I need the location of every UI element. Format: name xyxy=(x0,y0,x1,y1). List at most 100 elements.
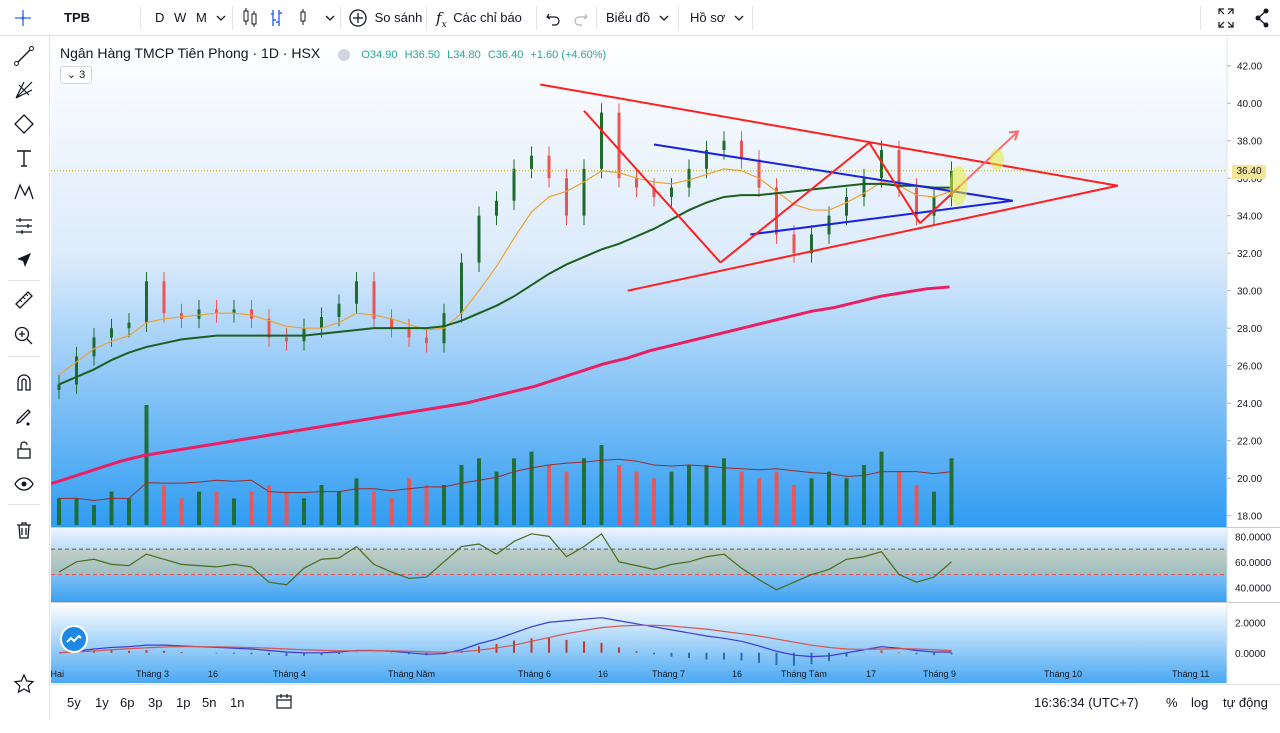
x-tick-label: 17 xyxy=(866,669,876,679)
candles-icon[interactable] xyxy=(242,0,258,36)
x-tick-label: Tháng 6 xyxy=(518,669,551,679)
shapes-tool-icon[interactable] xyxy=(10,110,38,138)
drawing-toolbar xyxy=(0,36,50,720)
chevron-down-icon[interactable] xyxy=(216,0,226,36)
date-range-icon[interactable] xyxy=(276,685,292,720)
volume-bar xyxy=(442,485,446,525)
log-toggle[interactable]: log xyxy=(1191,695,1209,710)
price-chart[interactable]: 18.0020.0022.0024.0026.0028.0030.0032.00… xyxy=(43,37,1280,683)
candle-body xyxy=(530,155,533,169)
triangle-upper-trendline xyxy=(540,83,1118,187)
x-tick-label: Tháng 7 xyxy=(652,669,685,679)
auto-scale-toggle[interactable]: tự động xyxy=(1223,695,1268,710)
range-1n[interactable]: 1n xyxy=(230,695,245,710)
indicators-collapse-button[interactable]: ⌄ 3 xyxy=(60,66,92,84)
stay-in-drawing-mode-icon[interactable] xyxy=(10,402,38,430)
y-tick-label: 40.00 xyxy=(1237,99,1262,110)
range-5y[interactable]: 5y xyxy=(67,695,81,710)
candle-body xyxy=(915,187,918,216)
crosshair-menu-icon[interactable] xyxy=(14,0,31,36)
tradingview-logo-icon[interactable] xyxy=(60,625,88,653)
ma-mid-line xyxy=(58,182,952,386)
candle-body xyxy=(495,200,498,216)
magnet-icon[interactable] xyxy=(10,368,38,396)
range-5n[interactable]: 5n xyxy=(202,695,217,710)
chart-menu-label: Biểu đồ xyxy=(606,10,651,25)
volume-bar xyxy=(722,458,726,525)
profile-menu-button[interactable]: Hồ sơ xyxy=(690,0,744,36)
range-1y[interactable]: 1y xyxy=(95,695,109,710)
lock-icon[interactable] xyxy=(10,436,38,464)
x-tick-label: 16 xyxy=(598,669,608,679)
x-tick-label: Tháng 3 xyxy=(136,669,169,679)
pattern-tool-icon[interactable] xyxy=(10,178,38,206)
undo-icon[interactable] xyxy=(546,0,560,36)
macd-signal-line xyxy=(58,624,952,654)
candle-body xyxy=(792,234,796,254)
chevron-down-icon[interactable] xyxy=(325,0,335,36)
volume-bar xyxy=(249,491,254,525)
trendline-tool-icon[interactable] xyxy=(10,42,38,70)
x-tick-label: Tháng 11 xyxy=(1172,669,1209,679)
compare-label: So sánh xyxy=(374,10,423,25)
cursor-arrow-icon[interactable] xyxy=(10,246,38,274)
wedge-lower-trendline xyxy=(750,199,1013,236)
candle-body xyxy=(880,150,883,179)
trash-icon[interactable] xyxy=(10,516,38,544)
chart-area[interactable]: 18.00 20.00 22.00 24.00 26.00 28.00 30.00 32.00… xyxy=(43,37,1280,683)
volume-bar xyxy=(704,465,709,525)
volume-bar xyxy=(529,451,534,525)
range-6p[interactable]: 6p xyxy=(120,695,135,710)
clock-time[interactable]: 16:36:34 (UTC+7) xyxy=(1034,695,1139,710)
interval-m[interactable]: M xyxy=(196,10,207,25)
candle-body xyxy=(600,112,603,169)
gann-fan-tool-icon[interactable] xyxy=(10,76,38,104)
candle-body xyxy=(617,112,621,179)
zoom-in-icon[interactable] xyxy=(10,322,38,350)
eye-icon[interactable] xyxy=(10,470,38,498)
volume-bar xyxy=(774,471,779,525)
share-icon[interactable] xyxy=(1254,0,1270,36)
percent-toggle[interactable]: % xyxy=(1166,695,1178,710)
y-tick-label: 18.00 xyxy=(1237,512,1262,523)
ruler-tool-icon[interactable] xyxy=(10,286,38,314)
interval-w[interactable]: W xyxy=(174,10,187,25)
range-3p[interactable]: 3p xyxy=(148,695,163,710)
chart-legend: Ngân Hàng TMCP Tiên Phong · 1D · HSX O34… xyxy=(60,43,610,63)
legend-dot-icon[interactable] xyxy=(337,48,350,61)
volume-bar xyxy=(109,491,114,525)
x-tick-label: Tháng Tám xyxy=(781,669,827,679)
candle-body xyxy=(652,187,656,197)
y-tick-label: 22.00 xyxy=(1237,437,1262,448)
close-value: C36.40 xyxy=(487,49,524,61)
candle-body xyxy=(127,322,131,329)
chevron-down-icon: ⌄ xyxy=(66,69,77,81)
fullscreen-icon[interactable] xyxy=(1218,0,1234,36)
text-tool-icon[interactable] xyxy=(10,144,38,172)
chart-menu-button[interactable]: Biểu đồ xyxy=(606,0,669,36)
candle-body xyxy=(145,281,148,323)
candle-body xyxy=(232,309,236,314)
change-value: +1.60 (+4.60%) xyxy=(530,49,607,61)
volume-bar xyxy=(372,491,376,525)
range-1p[interactable]: 1p xyxy=(176,695,191,710)
y-tick-label: 26.00 xyxy=(1237,362,1262,373)
heikin-ashi-icon[interactable] xyxy=(270,0,286,36)
volume-bar xyxy=(669,471,674,525)
volume-bar xyxy=(792,485,796,525)
hollow-candles-icon[interactable] xyxy=(298,0,314,36)
open-value: O34.90 xyxy=(361,49,398,61)
volume-bar xyxy=(284,491,289,525)
star-icon[interactable] xyxy=(10,670,38,698)
symbol-search[interactable]: TPB xyxy=(64,10,90,25)
interval-d[interactable]: D xyxy=(155,10,165,25)
compare-button[interactable]: So sánh xyxy=(348,0,422,36)
candle-body xyxy=(705,150,708,169)
x-tick-label: Tháng 9 xyxy=(923,669,956,679)
redo-icon[interactable] xyxy=(574,0,588,36)
volume-bar xyxy=(599,445,604,525)
volume-bar xyxy=(197,491,201,525)
indicators-button[interactable]: fx Các chỉ báo xyxy=(436,0,522,36)
wave-leg-1 xyxy=(583,110,722,264)
prediction-tool-icon[interactable] xyxy=(10,212,38,240)
